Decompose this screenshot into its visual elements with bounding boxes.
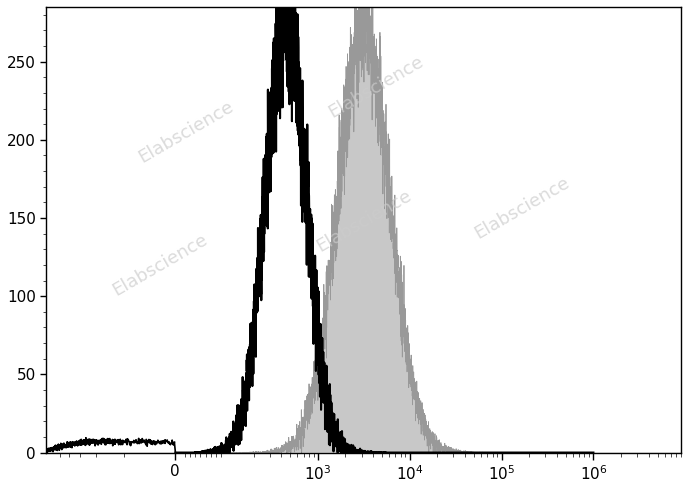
Text: Elabscience: Elabscience — [313, 186, 414, 255]
Text: Elabscience: Elabscience — [325, 52, 427, 122]
Text: Elabscience: Elabscience — [471, 173, 573, 242]
Text: Elabscience: Elabscience — [135, 97, 237, 166]
Text: Elabscience: Elabscience — [109, 231, 211, 300]
